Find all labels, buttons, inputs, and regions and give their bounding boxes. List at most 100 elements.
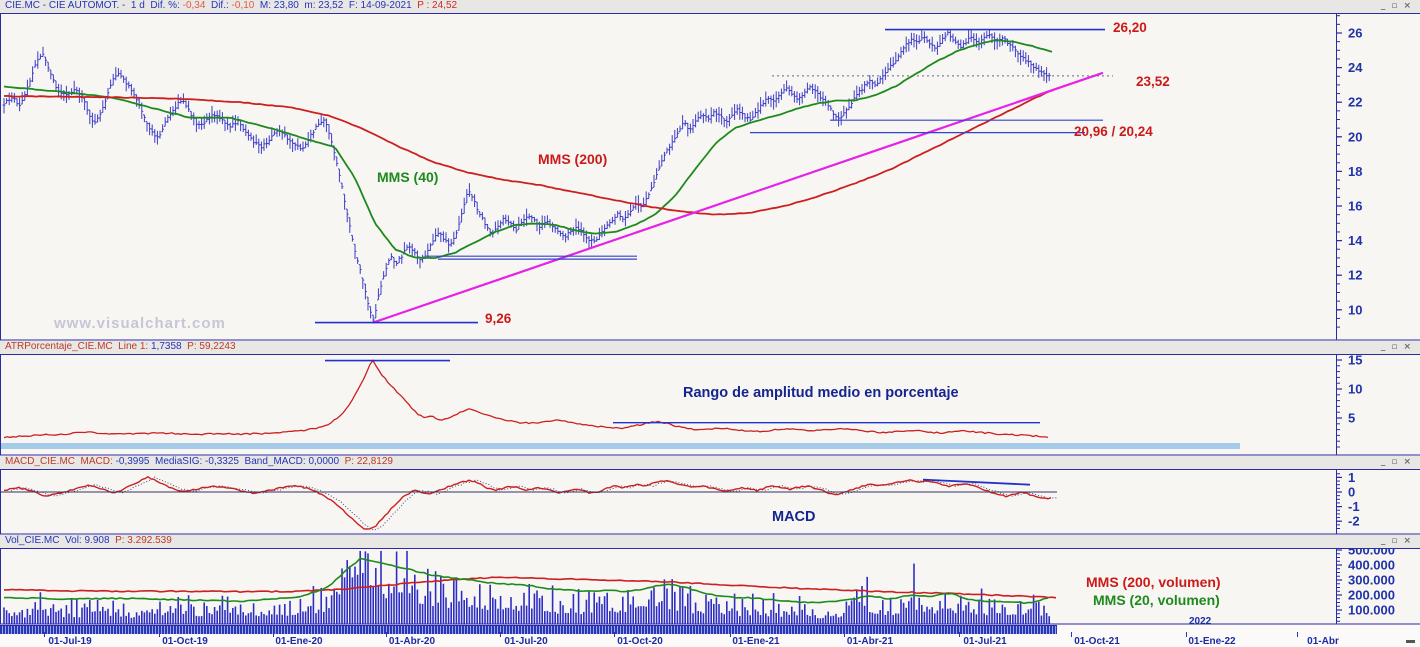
minimize-button[interactable]: _ [1380,457,1386,467]
date-tick [959,632,960,637]
date-tick [730,632,731,637]
price-panel: CIE.MC - CIE AUTOMOT. - 1 d Dif. %: -0,3… [0,0,1420,341]
svg-text:14: 14 [1348,233,1363,248]
macd-header-text: MediaSIG: -0,3325 Band_MACD: 0,0000 [149,456,340,467]
macd-series [1,475,1059,531]
low-level-label: 9,26 [485,311,512,326]
date-label: 01-Ene-21 [732,636,780,647]
vol-mms200-label: MMS (200, volumen) [1086,574,1221,590]
close-button[interactable]: × [1403,536,1411,546]
atr-note: Rango de amplitud medio en porcentaje [683,385,959,401]
date-label: 01-Oct-20 [617,636,663,647]
svg-text:400.000: 400.000 [1348,558,1395,573]
close-button[interactable]: × [1403,342,1411,352]
price-header-text: -0,34 [182,0,206,11]
year-label: 2022 [1189,616,1212,627]
price-panel-header: CIE.MC - CIE AUTOMOT. - 1 d Dif. %: -0,3… [0,0,1420,13]
scroll-indicator[interactable] [1406,640,1415,643]
svg-text:15: 15 [1348,353,1362,368]
svg-text:-1: -1 [1348,499,1360,514]
atr-panel: ATRPorcentaje_CIE.MC Line 1: 1,7358 P: 5… [0,341,1420,456]
date-tick [1186,632,1187,637]
date-label: 01-Jul-20 [504,636,548,647]
date-tick [614,632,615,637]
volume-panel: Vol_CIE.MC Vol: 9.908 P: 3.292.539 _ ▫ ×… [0,535,1420,625]
mms40-label: MMS (40) [377,169,439,185]
vol-series [3,551,1057,624]
price-header-text: Dif.: [205,0,232,11]
watermark: www.visualchart.com [54,315,226,332]
svg-text:-2: -2 [1348,514,1360,529]
svg-text:22: 22 [1348,95,1362,110]
atr-series [1,359,1240,449]
svg-text:16: 16 [1348,199,1362,214]
date-label: 01-Ene-20 [275,636,323,647]
vol-header-text: P: 3.292.539 [115,535,172,546]
svg-text:300.000: 300.000 [1348,573,1395,588]
atr-header-text: 1,7358 [151,341,182,352]
minimize-button[interactable]: _ [1380,536,1386,546]
date-tick [844,632,845,637]
current-level-label: 23,52 [1136,74,1170,89]
vol-mms20-label: MMS (20, volumen) [1093,592,1220,608]
svg-text:10: 10 [1348,382,1362,397]
close-button[interactable]: × [1403,1,1411,11]
price-chart: 26 24 22 20 18 16 14 12 10 [0,13,1420,341]
restore-button[interactable]: ▫ [1391,536,1398,546]
date-tick [273,632,274,637]
date-tick [1071,632,1072,637]
price-header-text: CIE.MC - CIE AUTOMOT. - 1 d Dif. %: [5,0,183,11]
time-scrollbar[interactable] [0,625,1057,634]
macd-header-text: MACD_CIE.MC MACD: [5,456,116,467]
price-header-text: M: 23,80 m: 23,52 F: 14-09-2021 [254,0,418,11]
vol-header-text: Vol_CIE.MC Vol: 9.908 [5,535,116,546]
date-label: 01-Oct-19 [162,636,208,647]
restore-button[interactable]: ▫ [1391,1,1398,11]
macd-panel: MACD_CIE.MC MACD: -0,3995 MediaSIG: -0,3… [0,456,1420,535]
restore-button[interactable]: ▫ [1391,342,1398,352]
close-button[interactable]: × [1403,457,1411,467]
price-series [2,28,1113,324]
svg-text:200.000: 200.000 [1348,588,1395,603]
date-label: 01-Ene-22 [1188,636,1236,647]
date-tick [44,632,45,637]
svg-text:1: 1 [1348,470,1355,485]
minimize-button[interactable]: _ [1380,1,1386,11]
atr-panel-header: ATRPorcentaje_CIE.MC Line 1: 1,7358 P: 5… [0,341,1420,354]
macd-header-text: P: 22,8129 [339,456,393,467]
volume-window-controls: _ ▫ × [1381,536,1411,546]
svg-text:0: 0 [1348,485,1355,500]
svg-text:10: 10 [1348,302,1362,317]
date-label: 01-Abr-20 [388,636,436,647]
svg-text:5: 5 [1348,411,1355,426]
support-zone-label: 20,96 / 20,24 [1074,124,1153,139]
atr-header-text: ATRPorcentaje_CIE.MC Line 1: [5,341,151,352]
resistance-level-label: 26,20 [1113,20,1147,35]
svg-text:12: 12 [1348,268,1362,283]
svg-text:20: 20 [1348,129,1362,144]
price-header-text: P : 24,52 [417,0,458,11]
restore-button[interactable]: ▫ [1391,457,1398,467]
macd-panel-header: MACD_CIE.MC MACD: -0,3995 MediaSIG: -0,3… [0,456,1420,469]
date-tick [159,632,160,637]
atr-window-controls: _ ▫ × [1381,342,1411,352]
mms200-label: MMS (200) [538,151,608,167]
svg-text:26: 26 [1348,26,1362,41]
macd-header-text: -0,3995 [115,456,150,467]
svg-text:100.000: 100.000 [1348,603,1395,618]
volume-panel-header: Vol_CIE.MC Vol: 9.908 P: 3.292.539 [0,535,1420,548]
atr-chart: 15 10 5 [0,341,1420,456]
price-window-controls: _ ▫ × [1381,1,1411,11]
minimize-button[interactable]: _ [1380,342,1386,352]
macd-window-controls: _ ▫ × [1381,457,1411,467]
macd-note: MACD [772,509,816,525]
date-tick [1297,632,1298,637]
date-tick [386,632,387,637]
time-axis: 2022 01-Jul-19 01-Oct-19 01-Ene-20 01-Abr-2… [0,616,1420,647]
macd-chart: 10-1-2 [0,456,1420,535]
date-label: 01-Jul-19 [48,636,92,647]
date-label: 01-Jul-21 [963,636,1007,647]
price-header-text: -0,10 [231,0,255,11]
